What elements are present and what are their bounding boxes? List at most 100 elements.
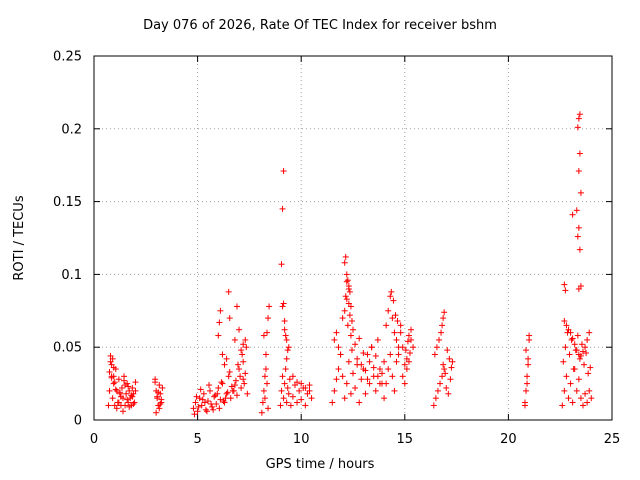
data-point xyxy=(348,347,355,354)
data-point xyxy=(524,373,531,380)
data-point xyxy=(110,364,117,371)
x-axis-label: GPS time / hours xyxy=(265,457,375,472)
data-point xyxy=(226,368,233,375)
data-point xyxy=(374,373,381,380)
data-point xyxy=(154,393,161,400)
data-point xyxy=(576,246,583,253)
data-point xyxy=(344,277,351,284)
y-tick-label: 0.1 xyxy=(61,268,82,283)
data-point xyxy=(106,368,113,375)
data-point xyxy=(401,361,408,368)
data-point xyxy=(282,366,289,373)
data-point xyxy=(350,326,356,333)
y-tick-label: 0.05 xyxy=(53,341,82,356)
data-point xyxy=(194,408,201,415)
data-point xyxy=(577,189,584,196)
data-points xyxy=(105,111,595,418)
data-point xyxy=(158,396,165,403)
data-point xyxy=(197,386,204,393)
data-point xyxy=(562,287,569,294)
data-point xyxy=(298,396,305,403)
data-point xyxy=(381,395,388,402)
data-point xyxy=(244,390,251,397)
data-point xyxy=(447,376,454,383)
data-point xyxy=(568,336,575,343)
data-point xyxy=(437,380,444,387)
data-point xyxy=(343,271,350,278)
data-point xyxy=(201,399,208,406)
data-point xyxy=(224,389,231,396)
data-point xyxy=(115,399,122,406)
data-point xyxy=(156,405,163,412)
data-point xyxy=(216,319,223,326)
data-point xyxy=(231,336,238,343)
data-point xyxy=(587,364,594,371)
data-point xyxy=(392,312,399,319)
data-point xyxy=(584,399,591,406)
data-point xyxy=(281,317,288,324)
data-point xyxy=(131,399,138,406)
data-point xyxy=(567,380,574,387)
data-point xyxy=(279,303,286,310)
data-point xyxy=(126,387,133,394)
data-point xyxy=(399,344,406,351)
data-point xyxy=(302,384,309,391)
data-point xyxy=(126,403,133,410)
data-point xyxy=(364,376,371,383)
data-point xyxy=(368,344,375,351)
data-point xyxy=(123,390,130,397)
data-point xyxy=(588,395,595,402)
data-point xyxy=(308,395,315,402)
data-point xyxy=(335,344,342,351)
data-point xyxy=(406,350,413,357)
x-tick-label: 0 xyxy=(90,432,98,447)
data-point xyxy=(343,296,350,303)
data-point xyxy=(109,355,116,362)
data-point xyxy=(403,355,410,362)
data-point xyxy=(391,329,398,336)
data-point xyxy=(233,392,240,399)
data-point xyxy=(376,380,383,387)
data-point xyxy=(231,382,238,389)
data-point xyxy=(352,341,359,348)
data-point xyxy=(347,332,354,339)
data-point xyxy=(337,351,344,358)
data-point xyxy=(393,336,400,343)
x-tick-label: 10 xyxy=(293,432,310,447)
axis-ticks: 0 5 10 15 20 25 0 0.05 0.1 0.15 0.2 0.25 xyxy=(53,50,620,448)
data-point xyxy=(525,355,532,362)
data-point xyxy=(260,332,267,339)
data-point xyxy=(562,344,569,351)
data-point xyxy=(210,406,217,413)
data-point xyxy=(130,400,137,407)
data-point xyxy=(285,390,292,397)
data-point xyxy=(389,373,396,380)
data-point xyxy=(125,399,132,406)
data-point xyxy=(560,358,567,365)
data-point xyxy=(577,395,584,402)
data-point xyxy=(346,312,353,319)
data-point xyxy=(577,352,584,359)
data-point xyxy=(233,303,240,310)
data-point xyxy=(570,366,577,373)
data-point xyxy=(362,390,369,397)
data-point xyxy=(372,352,379,359)
data-point xyxy=(525,361,532,368)
data-point xyxy=(132,379,139,386)
data-point xyxy=(230,387,237,394)
data-point xyxy=(339,315,346,322)
data-point xyxy=(283,355,290,362)
data-point xyxy=(223,355,230,362)
data-point xyxy=(443,384,450,391)
data-point xyxy=(223,390,230,397)
data-point xyxy=(381,358,388,365)
data-point xyxy=(585,370,592,377)
data-point xyxy=(360,350,367,357)
data-point xyxy=(159,384,166,391)
data-point xyxy=(298,380,305,387)
data-point xyxy=(408,336,415,343)
data-point xyxy=(115,376,122,383)
x-tick-label: 5 xyxy=(193,432,201,447)
data-point xyxy=(284,347,291,354)
